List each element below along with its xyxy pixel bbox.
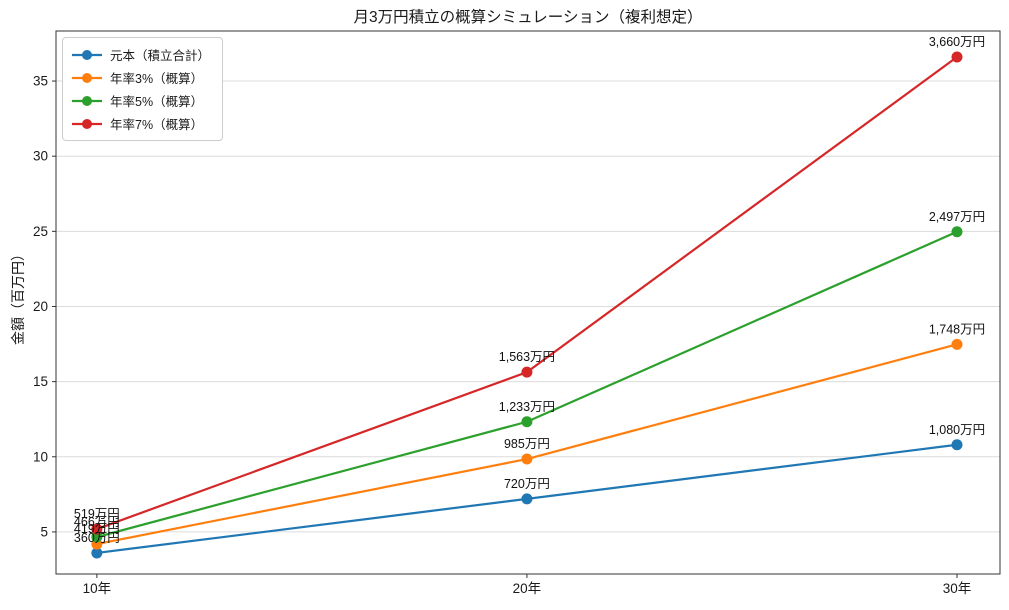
point-label: 1,563万円 xyxy=(499,350,555,364)
point-label: 419万円 xyxy=(74,522,120,536)
y-axis-label: 金額（百万円） xyxy=(10,247,26,345)
data-point xyxy=(951,226,963,238)
x-tick-label: 10年 xyxy=(83,581,112,596)
y-tick-label: 35 xyxy=(33,74,48,89)
legend-item-label: 元本（積立合計） xyxy=(110,49,211,63)
legend-marker-icon xyxy=(72,95,102,106)
x-tick-label: 30年 xyxy=(943,581,972,596)
data-point xyxy=(521,366,533,378)
x-tick-label: 20年 xyxy=(513,581,542,596)
data-point xyxy=(951,51,963,63)
legend-item: 年率5%（概算） xyxy=(72,91,210,110)
y-tick-label: 10 xyxy=(33,449,48,464)
data-point xyxy=(521,493,533,505)
legend-item: 年率3%（概算） xyxy=(72,68,210,87)
data-point xyxy=(521,453,533,465)
legend-marker-icon xyxy=(72,118,102,129)
data-point xyxy=(91,531,103,543)
point-label: 720万円 xyxy=(504,477,550,491)
legend-marker-icon xyxy=(72,49,102,60)
y-tick-label: 30 xyxy=(33,149,48,164)
legend-item: 元本（積立合計） xyxy=(72,45,210,64)
y-tick-label: 20 xyxy=(33,299,48,314)
point-label: 360万円 xyxy=(74,531,120,545)
y-tick-label: 25 xyxy=(33,224,48,239)
legend-item-label: 年率7%（概算） xyxy=(110,118,204,132)
data-point xyxy=(951,338,963,350)
data-point xyxy=(951,439,963,451)
legend: 元本（積立合計） 年率3%（概算） 年率5%（概算） 年率7%（概算） xyxy=(62,37,224,141)
point-label: 985万円 xyxy=(504,437,550,451)
point-label: 2,497万円 xyxy=(929,210,985,224)
point-label: 466万円 xyxy=(74,515,120,529)
plot-border xyxy=(55,30,1001,575)
legend-marker-icon xyxy=(72,72,102,83)
data-point xyxy=(91,547,103,559)
point-label: 1,748万円 xyxy=(929,322,985,336)
legend-item-label: 年率5%（概算） xyxy=(110,95,204,109)
legend-item-label: 年率3%（概算） xyxy=(110,72,204,86)
series-line-2 xyxy=(96,230,958,539)
point-label: 519万円 xyxy=(74,507,120,521)
data-point xyxy=(521,416,533,428)
y-tick-label: 15 xyxy=(33,374,48,389)
point-label: 3,660万円 xyxy=(929,35,985,49)
point-label: 1,080万円 xyxy=(929,423,985,437)
point-label: 1,233万円 xyxy=(499,400,555,414)
data-point xyxy=(91,523,103,535)
chart-title: 月3万円積立の概算シミュレーション（複利想定） xyxy=(353,9,703,26)
y-tick-label: 5 xyxy=(40,524,48,539)
legend-item: 年率7%（概算） xyxy=(72,114,210,133)
